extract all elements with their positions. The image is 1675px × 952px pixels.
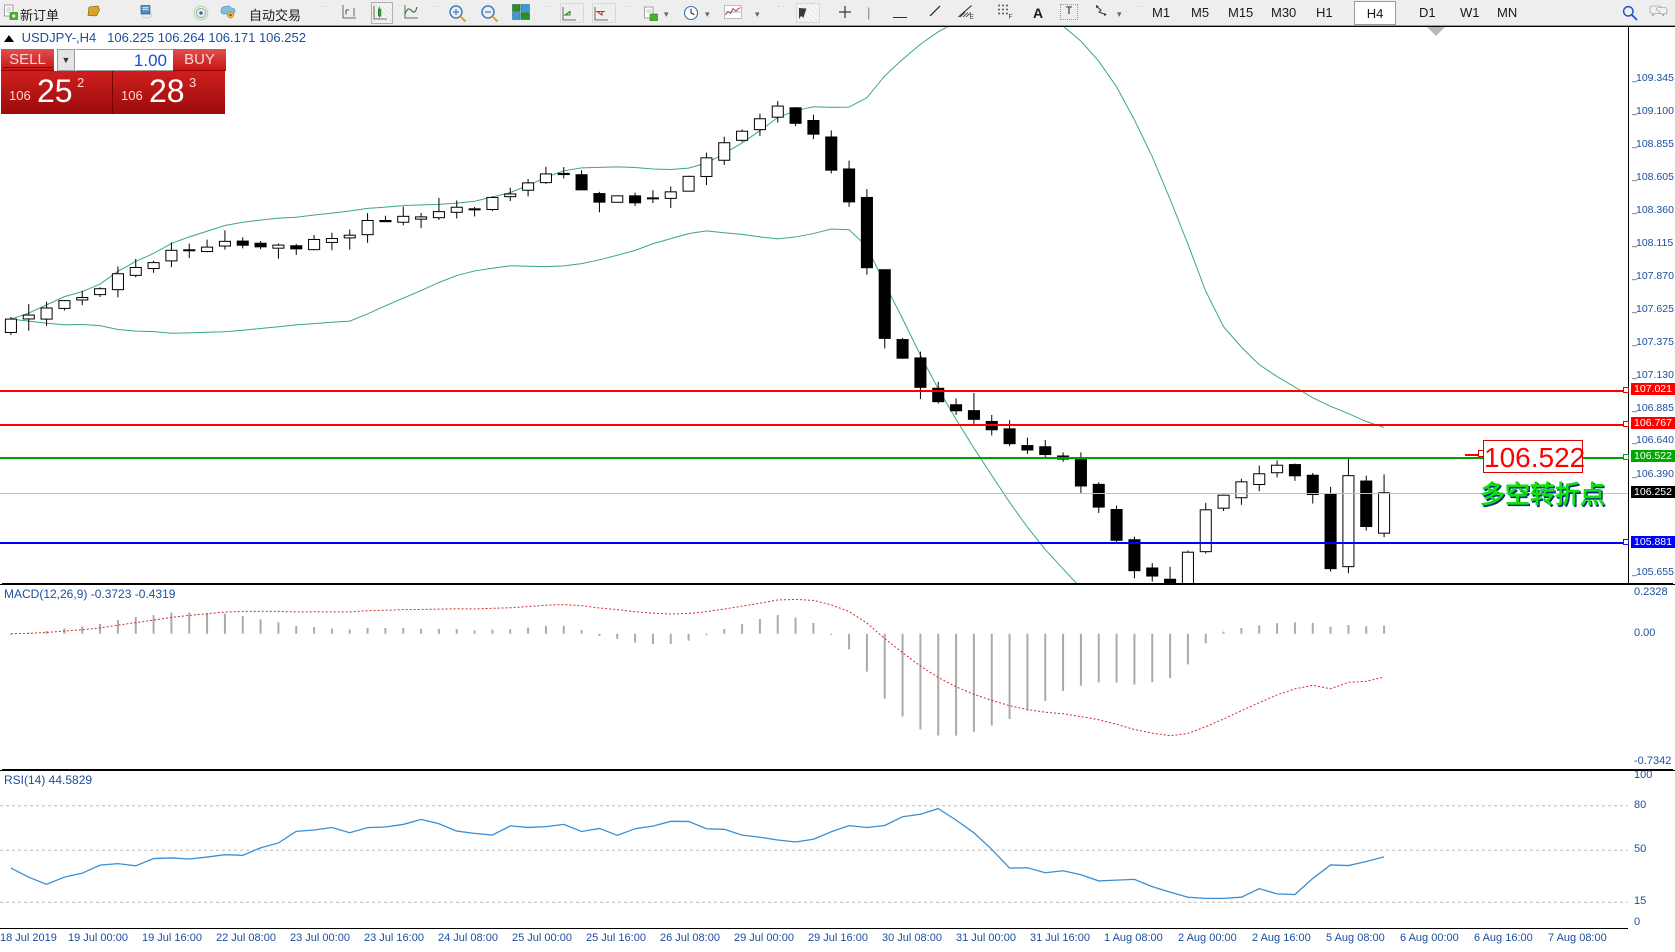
svg-text:F: F (1009, 14, 1013, 20)
svg-text:E: E (970, 14, 975, 20)
